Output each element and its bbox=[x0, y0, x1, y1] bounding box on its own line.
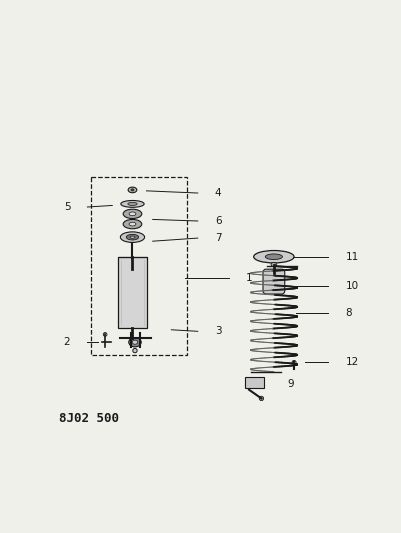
Text: 8: 8 bbox=[345, 308, 352, 318]
Ellipse shape bbox=[129, 337, 141, 347]
Ellipse shape bbox=[120, 232, 145, 243]
Text: 4: 4 bbox=[215, 188, 221, 198]
Ellipse shape bbox=[129, 222, 136, 226]
FancyBboxPatch shape bbox=[263, 269, 285, 294]
Ellipse shape bbox=[271, 262, 277, 266]
Text: 3: 3 bbox=[215, 326, 221, 336]
Ellipse shape bbox=[131, 189, 134, 191]
Text: 8J02 500: 8J02 500 bbox=[59, 412, 119, 425]
Text: 10: 10 bbox=[345, 281, 358, 291]
Ellipse shape bbox=[103, 333, 107, 336]
Ellipse shape bbox=[254, 251, 294, 263]
Bar bbox=[91, 177, 187, 354]
Ellipse shape bbox=[259, 396, 263, 401]
Text: 1: 1 bbox=[246, 273, 253, 284]
Ellipse shape bbox=[130, 236, 135, 238]
Ellipse shape bbox=[123, 209, 142, 219]
Text: 5: 5 bbox=[64, 202, 70, 212]
FancyBboxPatch shape bbox=[245, 377, 263, 388]
Ellipse shape bbox=[126, 235, 139, 240]
Text: 11: 11 bbox=[345, 252, 358, 262]
Text: 9: 9 bbox=[288, 379, 294, 389]
Ellipse shape bbox=[132, 340, 138, 344]
Ellipse shape bbox=[128, 187, 137, 193]
Text: 7: 7 bbox=[215, 233, 221, 243]
Text: 12: 12 bbox=[345, 358, 358, 367]
Ellipse shape bbox=[121, 200, 144, 207]
Text: 6: 6 bbox=[215, 216, 221, 226]
Ellipse shape bbox=[292, 360, 296, 365]
Ellipse shape bbox=[265, 254, 282, 260]
Text: 2: 2 bbox=[64, 337, 70, 347]
Ellipse shape bbox=[133, 349, 137, 353]
Bar bbox=[118, 257, 147, 328]
Ellipse shape bbox=[129, 212, 136, 216]
Ellipse shape bbox=[128, 203, 137, 205]
Ellipse shape bbox=[123, 220, 142, 229]
